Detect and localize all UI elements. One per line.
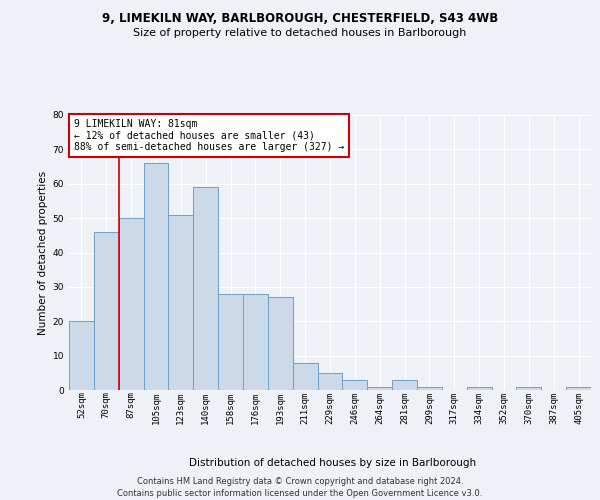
Bar (119, 218, 143, 390)
Text: 9 LIMEKILN WAY: 81sqm
← 12% of detached houses are smaller (43)
88% of semi-deta: 9 LIMEKILN WAY: 81sqm ← 12% of detached … (74, 119, 344, 152)
Bar (143, 163, 169, 390)
Text: 9, LIMEKILN WAY, BARLBOROUGH, CHESTERFIELD, S43 4WB: 9, LIMEKILN WAY, BARLBOROUGH, CHESTERFIE… (102, 12, 498, 26)
Bar (517, 386, 541, 390)
Bar (94, 232, 119, 390)
Bar (69, 322, 94, 390)
Bar (193, 187, 218, 390)
Bar (566, 386, 591, 390)
Bar (268, 297, 293, 390)
Text: Distribution of detached houses by size in Barlborough: Distribution of detached houses by size … (190, 458, 476, 468)
Text: Contains public sector information licensed under the Open Government Licence v3: Contains public sector information licen… (118, 489, 482, 498)
Bar (243, 294, 268, 390)
Text: Contains HM Land Registry data © Crown copyright and database right 2024.: Contains HM Land Registry data © Crown c… (137, 478, 463, 486)
Bar (293, 362, 317, 390)
Bar (317, 373, 343, 390)
Bar (169, 214, 193, 390)
Bar (467, 386, 491, 390)
Bar (417, 386, 442, 390)
Text: Size of property relative to detached houses in Barlborough: Size of property relative to detached ho… (133, 28, 467, 38)
Bar (218, 294, 243, 390)
Bar (343, 380, 367, 390)
Y-axis label: Number of detached properties: Number of detached properties (38, 170, 49, 334)
Bar (392, 380, 417, 390)
Bar (367, 386, 392, 390)
